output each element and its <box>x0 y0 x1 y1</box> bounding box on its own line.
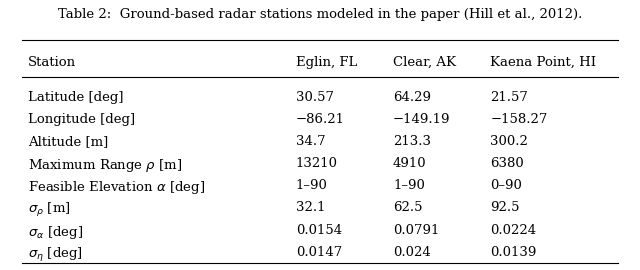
Text: Clear, AK: Clear, AK <box>393 56 456 69</box>
Text: Kaena Point, HI: Kaena Point, HI <box>490 56 596 69</box>
Text: 62.5: 62.5 <box>393 201 422 214</box>
Text: Table 2:  Ground-based radar stations modeled in the paper (Hill et al., 2012).: Table 2: Ground-based radar stations mod… <box>58 8 582 21</box>
Text: 0–90: 0–90 <box>490 179 522 192</box>
Text: Altitude [m]: Altitude [m] <box>28 135 108 148</box>
Text: Feasible Elevation $\alpha$ [deg]: Feasible Elevation $\alpha$ [deg] <box>28 179 205 196</box>
Text: $\sigma_{\alpha}$ [deg]: $\sigma_{\alpha}$ [deg] <box>28 224 83 241</box>
Text: −158.27: −158.27 <box>490 113 548 126</box>
Text: 0.024: 0.024 <box>393 246 431 259</box>
Text: 300.2: 300.2 <box>490 135 529 148</box>
Text: 64.29: 64.29 <box>393 91 431 104</box>
Text: 21.57: 21.57 <box>490 91 529 104</box>
Text: 0.0791: 0.0791 <box>393 224 440 237</box>
Text: Latitude [deg]: Latitude [deg] <box>28 91 124 104</box>
Text: 92.5: 92.5 <box>490 201 520 214</box>
Text: 32.1: 32.1 <box>296 201 325 214</box>
Text: Station: Station <box>28 56 76 69</box>
Text: 34.7: 34.7 <box>296 135 325 148</box>
Text: Maximum Range $\rho$ [m]: Maximum Range $\rho$ [m] <box>28 157 182 174</box>
Text: 4910: 4910 <box>393 157 427 170</box>
Text: −86.21: −86.21 <box>296 113 345 126</box>
Text: 1–90: 1–90 <box>296 179 328 192</box>
Text: −149.19: −149.19 <box>393 113 451 126</box>
Text: 0.0154: 0.0154 <box>296 224 342 237</box>
Text: 30.57: 30.57 <box>296 91 333 104</box>
Text: 13210: 13210 <box>296 157 338 170</box>
Text: Longitude [deg]: Longitude [deg] <box>28 113 135 126</box>
Text: $\sigma_{\rho}$ [m]: $\sigma_{\rho}$ [m] <box>28 201 70 220</box>
Text: 6380: 6380 <box>490 157 524 170</box>
Text: Eglin, FL: Eglin, FL <box>296 56 357 69</box>
Text: 1–90: 1–90 <box>393 179 425 192</box>
Text: 0.0147: 0.0147 <box>296 246 342 259</box>
Text: 0.0224: 0.0224 <box>490 224 536 237</box>
Text: 0.0139: 0.0139 <box>490 246 537 259</box>
Text: $\sigma_{\eta}$ [deg]: $\sigma_{\eta}$ [deg] <box>28 246 83 264</box>
Text: 213.3: 213.3 <box>393 135 431 148</box>
